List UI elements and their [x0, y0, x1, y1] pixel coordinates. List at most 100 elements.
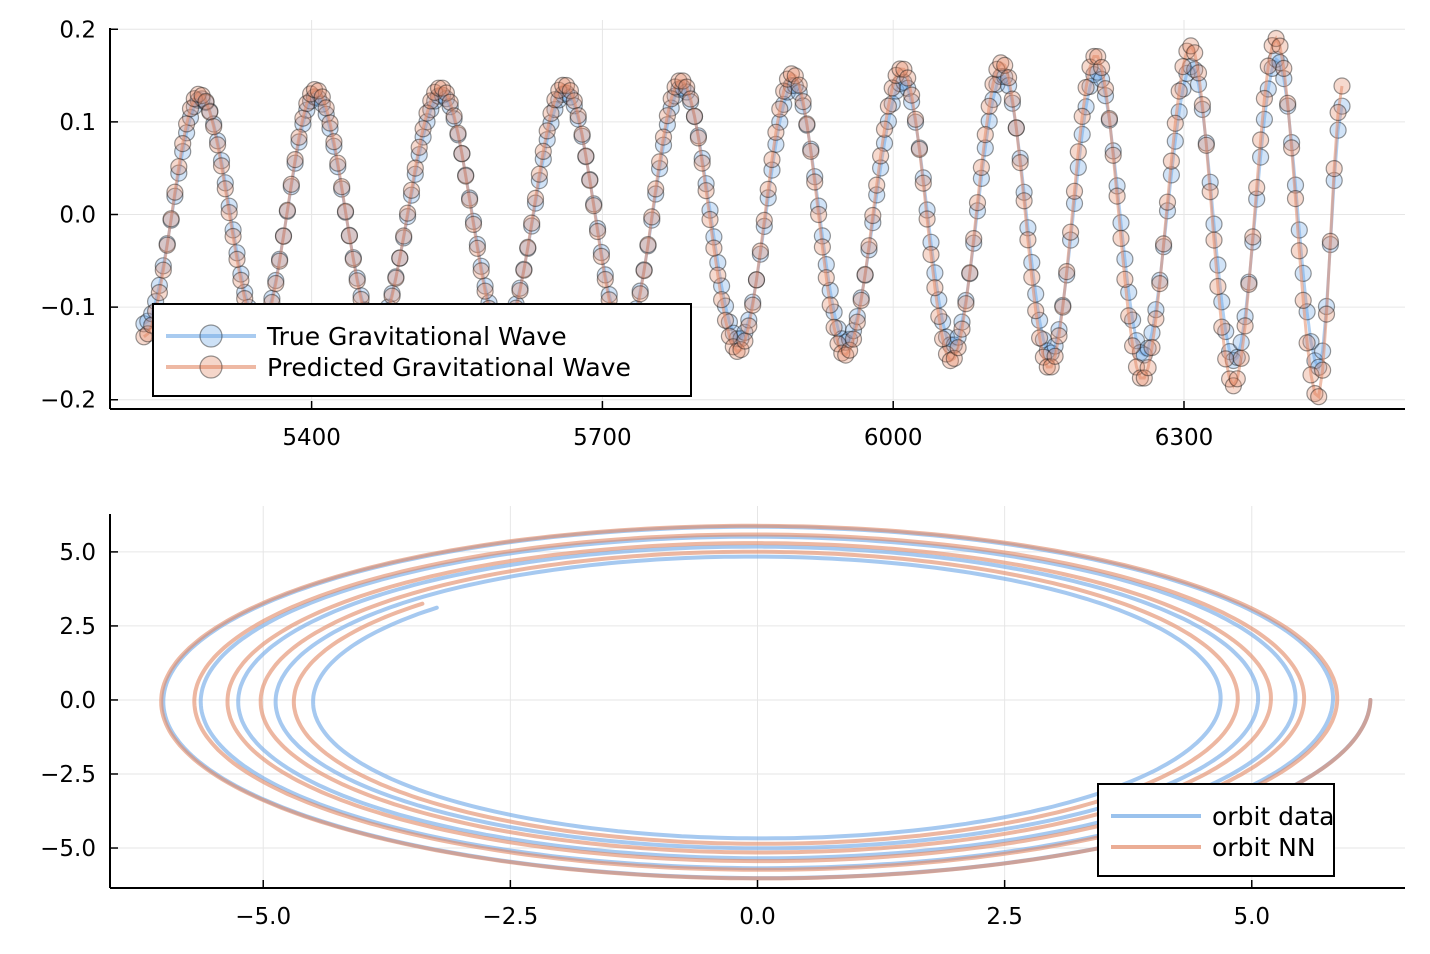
data-point — [216, 180, 234, 198]
data-point — [1220, 370, 1239, 388]
legend-marker — [199, 355, 223, 379]
legend-label: orbit NN — [1212, 833, 1316, 862]
data-point — [1263, 36, 1281, 55]
data-point — [771, 100, 789, 118]
data-point — [1170, 82, 1188, 100]
data-point — [530, 165, 549, 183]
data-point — [732, 341, 750, 359]
data-point — [321, 114, 339, 132]
data-point — [209, 136, 227, 154]
data-point — [592, 247, 611, 265]
data-point — [887, 66, 905, 85]
data-point — [1065, 182, 1084, 200]
data-point — [573, 125, 591, 143]
data-point — [1038, 358, 1056, 376]
data-point — [957, 295, 975, 313]
data-point — [1019, 231, 1037, 249]
data-point — [445, 107, 463, 125]
data-point — [197, 92, 215, 111]
data-point — [336, 202, 355, 220]
data-point — [1201, 183, 1219, 201]
data-point — [852, 291, 870, 309]
data-point — [348, 272, 366, 290]
data-point — [212, 157, 231, 175]
data-point — [1189, 64, 1208, 82]
data-point — [809, 205, 828, 224]
data-point — [290, 128, 308, 146]
data-point — [996, 56, 1014, 75]
data-point — [767, 123, 785, 141]
data-point — [220, 204, 238, 222]
data-point — [1092, 58, 1111, 77]
data-point — [1213, 293, 1231, 311]
data-point — [1123, 337, 1142, 355]
data-point — [1112, 229, 1130, 247]
data-point — [999, 69, 1018, 87]
data-point — [313, 88, 331, 106]
data-point — [678, 78, 696, 96]
data-point — [724, 338, 742, 356]
data-point — [278, 201, 296, 219]
data-point — [1217, 350, 1235, 368]
data-point — [526, 189, 545, 207]
data-point — [1232, 349, 1250, 367]
data-point — [1186, 44, 1204, 62]
data-point — [685, 107, 704, 125]
data-point — [1321, 232, 1340, 250]
data-point — [701, 210, 719, 229]
data-point — [782, 65, 801, 83]
data-point — [918, 210, 936, 228]
data-point — [751, 242, 770, 260]
data-point — [1236, 317, 1254, 335]
data-point — [1294, 291, 1312, 309]
wave-panel: 5400 5700 6000 6300 −0.2 −0.1 0.0 0.1 0.2 True Gr… — [40, 17, 1405, 451]
data-point — [298, 94, 316, 113]
data-point — [871, 147, 890, 165]
data-point — [294, 109, 312, 127]
data-point — [333, 178, 351, 196]
data-point — [476, 282, 494, 300]
data-point — [693, 154, 711, 172]
data-point — [205, 118, 223, 136]
x-tick-label: −5.0 — [235, 904, 291, 930]
data-point — [689, 129, 708, 147]
data-point — [162, 210, 180, 228]
data-point — [949, 339, 967, 357]
data-point — [581, 171, 599, 189]
y-tick-label: 0.0 — [59, 688, 96, 714]
data-point — [840, 341, 859, 359]
data-point — [891, 60, 909, 78]
data-point — [674, 72, 692, 90]
data-point — [883, 79, 901, 97]
data-point — [856, 265, 874, 284]
data-point — [189, 85, 207, 103]
data-point — [174, 135, 192, 153]
data-point — [778, 70, 797, 88]
data-point — [1290, 242, 1308, 260]
x-tick-label: 5.0 — [1233, 904, 1270, 930]
data-point — [554, 76, 572, 95]
data-point — [1081, 58, 1099, 76]
data-point — [635, 262, 653, 280]
data-point — [1294, 264, 1312, 282]
data-point — [972, 158, 991, 176]
axes: 5400 5700 6000 6300 −0.2 −0.1 0.0 0.1 0.2 — [40, 17, 1405, 451]
data-point — [1108, 187, 1126, 205]
data-point — [945, 349, 963, 367]
data-point — [747, 271, 766, 289]
data-point — [1003, 90, 1022, 108]
data-point — [1034, 348, 1053, 366]
data-point — [976, 126, 994, 144]
data-point — [937, 345, 956, 363]
data-point — [666, 78, 684, 96]
data-point — [864, 206, 882, 225]
data-point — [1248, 178, 1266, 197]
data-point — [1306, 385, 1324, 403]
data-point — [317, 99, 335, 117]
data-point — [395, 227, 413, 245]
data-point — [154, 261, 172, 279]
data-point — [712, 291, 731, 309]
data-point — [647, 180, 665, 198]
